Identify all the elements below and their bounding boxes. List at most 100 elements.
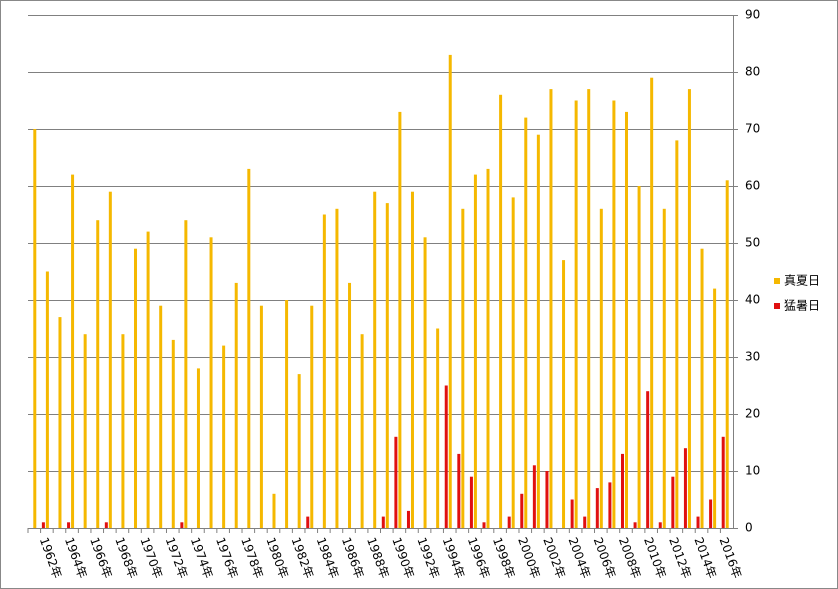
bar: [486, 168, 490, 528]
legend-label: 真夏日: [784, 274, 820, 288]
bar: [33, 129, 37, 528]
bar: [108, 191, 112, 528]
bar: [713, 288, 717, 528]
bar: [532, 465, 536, 528]
bar: [272, 493, 276, 528]
y-tick-label: 70: [745, 122, 760, 136]
bar: [469, 476, 473, 528]
bar: [507, 516, 511, 528]
bar: [322, 214, 326, 528]
bar: [41, 522, 45, 528]
bar: [222, 345, 226, 528]
bar: [721, 436, 725, 528]
bar: [658, 522, 662, 528]
bar: [180, 522, 184, 528]
legend-label: 猛暑日: [784, 299, 820, 313]
bar: [67, 522, 71, 528]
bar: [83, 334, 87, 528]
bar: [612, 100, 616, 528]
bar: [247, 168, 251, 528]
bar: [696, 516, 700, 528]
bar: [595, 488, 599, 528]
bar: [545, 471, 549, 528]
bar: [134, 248, 138, 528]
bar: [662, 208, 666, 529]
bar: [45, 271, 49, 528]
bar: [209, 237, 213, 529]
bar: [306, 516, 310, 528]
bar: [624, 111, 628, 529]
bar: [587, 89, 591, 528]
bar: [146, 231, 150, 528]
bar: [385, 203, 389, 528]
bar: [687, 89, 691, 528]
bar: [511, 197, 515, 528]
y-tick-label: 80: [745, 65, 760, 79]
bar: [637, 186, 641, 528]
y-tick-label: 30: [745, 350, 760, 364]
bar: [444, 385, 448, 528]
bar: [549, 89, 553, 528]
bar: [675, 140, 679, 528]
bar: [473, 174, 477, 528]
bar: [436, 328, 440, 528]
bar: [381, 516, 385, 528]
bar: [574, 100, 578, 528]
bar: [524, 117, 528, 528]
y-tick-label: 10: [745, 464, 760, 478]
bar: [700, 248, 704, 528]
bar: [121, 334, 125, 528]
bar: [499, 94, 503, 529]
bar: [310, 305, 314, 528]
bar: [234, 282, 238, 528]
bar: [562, 260, 566, 528]
bar: [394, 436, 398, 528]
bar: [71, 174, 75, 528]
bar: [373, 191, 377, 528]
bar: [259, 305, 263, 528]
bar: [599, 208, 603, 529]
bar: [159, 305, 163, 528]
bar: [683, 448, 687, 528]
bar: [457, 453, 461, 528]
bar: [335, 208, 339, 529]
bar: [58, 317, 62, 528]
bar: [536, 134, 540, 528]
legend-swatch: [774, 303, 780, 309]
bar: [671, 476, 675, 528]
bar: [398, 111, 402, 529]
bar: [297, 374, 301, 528]
y-tick-label: 0: [745, 521, 753, 535]
y-tick-label: 20: [745, 407, 760, 421]
bar: [360, 334, 364, 528]
y-tick-label: 50: [745, 236, 760, 250]
y-tick-label: 60: [745, 179, 760, 193]
bar: [448, 54, 452, 529]
bar: [423, 237, 427, 529]
bar: [608, 482, 612, 528]
bar: [520, 493, 524, 528]
bar: [104, 522, 108, 528]
bar: [285, 300, 289, 528]
bar: [709, 499, 713, 528]
bar: [583, 516, 587, 528]
bar: [410, 191, 414, 528]
bar: [646, 391, 650, 528]
bar: [406, 510, 410, 528]
bar: [725, 180, 729, 529]
bar: [171, 339, 175, 528]
bar: [482, 522, 486, 528]
bar: [620, 453, 624, 528]
bar: [96, 220, 100, 528]
y-tick-label: 90: [745, 8, 760, 22]
bar: [184, 220, 188, 528]
y-tick-label: 40: [745, 293, 760, 307]
bar: [650, 77, 654, 528]
bar: [570, 499, 574, 528]
legend-swatch: [774, 278, 780, 284]
bar: [461, 208, 465, 529]
bar: [348, 282, 352, 528]
bar: [633, 522, 637, 528]
